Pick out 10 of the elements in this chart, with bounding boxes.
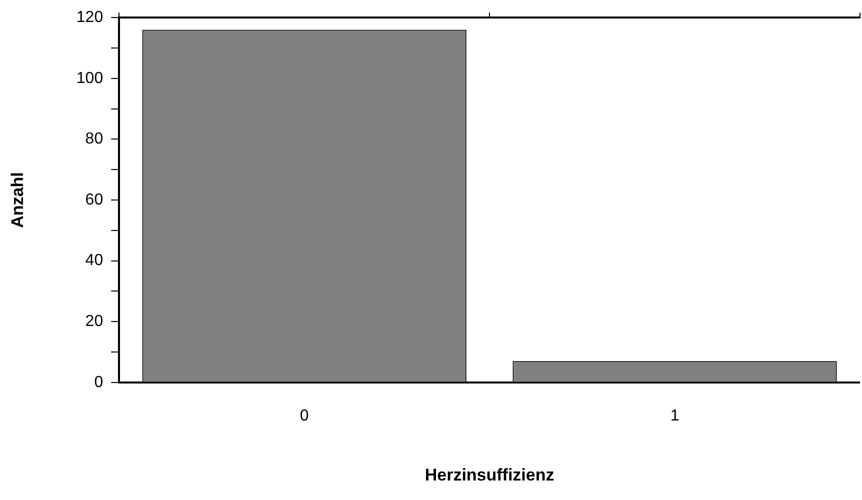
- x-axis-title: Herzinsuffizienz: [424, 465, 554, 484]
- y-tick-label: 100: [76, 70, 104, 87]
- y-tick-label: 20: [85, 313, 104, 330]
- y-tick-label: 120: [76, 9, 104, 26]
- y-axis-title: Anzahl: [8, 172, 27, 228]
- y-tick-label: 0: [94, 374, 104, 391]
- y-tick-label: 80: [85, 130, 104, 148]
- y-tick-label: 40: [85, 252, 104, 270]
- y-tick-label: 60: [85, 191, 104, 208]
- x-tick-label: 1: [670, 407, 680, 424]
